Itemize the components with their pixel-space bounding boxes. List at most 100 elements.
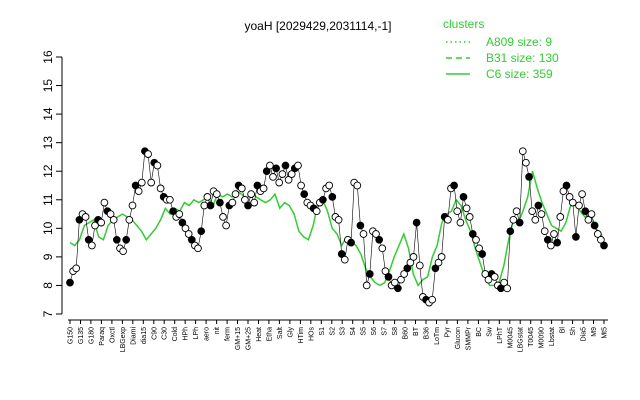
- data-point: [259, 184, 268, 193]
- data-point: [409, 253, 418, 261]
- data-point: [540, 227, 549, 236]
- point-connector: [419, 265, 424, 297]
- point-connector: [147, 154, 152, 183]
- data-point: [581, 207, 590, 216]
- data-point: [128, 201, 137, 210]
- chart-title: yoaH [2029429,2031114,-1]: [244, 19, 391, 33]
- x-tick-label: HPh: [183, 327, 190, 341]
- data-point: [122, 235, 131, 244]
- point-connector: [441, 216, 445, 257]
- data-point: [325, 181, 334, 190]
- data-point: [203, 193, 212, 201]
- x-tick-label: M9: [591, 327, 598, 337]
- legend-label: C6 size: 359: [486, 67, 553, 81]
- data-point: [106, 210, 115, 218]
- data-point: [88, 241, 96, 250]
- data-point: [378, 244, 387, 253]
- data-point: [222, 221, 230, 230]
- data-point: [144, 150, 152, 158]
- data-point: [437, 253, 446, 261]
- x-tick-label: Cold: [172, 327, 179, 342]
- point-connector: [141, 151, 146, 183]
- data-point: [178, 218, 187, 227]
- data-point: [375, 235, 384, 244]
- data-point: [400, 270, 408, 278]
- data-point: [81, 213, 90, 221]
- y-tick-label: 11: [41, 193, 55, 206]
- x-tick-label: S8: [392, 327, 399, 336]
- data-point: [534, 201, 543, 210]
- x-tick-label: Sw: [486, 326, 493, 337]
- data-point: [362, 281, 371, 290]
- x-tick-label: M0090: [539, 327, 546, 349]
- data-point: [241, 195, 249, 204]
- x-tick-label: Sh: [570, 327, 577, 336]
- legend-title: clusters: [443, 17, 484, 31]
- x-tick-label: Mt5: [602, 327, 609, 339]
- data-point: [194, 244, 202, 253]
- data-point: [262, 167, 271, 176]
- point-connector: [575, 205, 580, 237]
- point-connector: [431, 268, 436, 300]
- data-point: [247, 190, 255, 198]
- data-point: [547, 241, 555, 250]
- data-point: [359, 230, 368, 238]
- x-tick-label: BT: [413, 326, 420, 336]
- x-tick-label: Lbstat: [549, 327, 556, 346]
- data-point: [175, 210, 184, 218]
- data-point: [119, 247, 127, 256]
- data-point: [131, 181, 140, 190]
- y-tick-label: 12: [41, 164, 55, 178]
- point-connector: [416, 222, 421, 266]
- data-point: [522, 158, 530, 167]
- x-tick-label: S5: [361, 327, 368, 336]
- data-point: [300, 190, 309, 198]
- data-point: [97, 218, 106, 227]
- point-connector: [157, 165, 161, 189]
- y-tick-label: 8: [41, 282, 55, 289]
- data-point: [465, 213, 474, 221]
- x-tick-label: Gly: [287, 327, 294, 338]
- data-point: [406, 258, 415, 267]
- x-tick-label: S2: [329, 327, 336, 336]
- data-point: [478, 250, 487, 258]
- data-point: [294, 161, 302, 170]
- data-point: [287, 170, 296, 178]
- data-point: [472, 235, 480, 244]
- data-point: [197, 227, 206, 236]
- x-tick-label: C30: [162, 327, 169, 340]
- x-tick-label: LPh: [193, 327, 200, 340]
- point-connector: [382, 248, 386, 272]
- data-point: [575, 201, 583, 210]
- data-point: [500, 278, 508, 287]
- data-point: [347, 238, 355, 247]
- data-point: [593, 230, 602, 238]
- x-tick-label: GM+25: [246, 327, 253, 350]
- point-connector: [350, 182, 355, 243]
- x-tick-label: S6: [371, 327, 378, 336]
- data-point: [253, 181, 262, 190]
- x-tick-label: HTim: [298, 327, 305, 344]
- point-connector: [363, 233, 367, 286]
- x-tick-label: T0045: [528, 327, 535, 347]
- x-tick-label: GM+15: [235, 327, 242, 350]
- data-point: [137, 178, 146, 187]
- x-tick-label: G150: [68, 327, 75, 344]
- point-connector: [528, 176, 533, 212]
- data-point: [272, 164, 280, 173]
- x-tick-label: B60: [403, 327, 410, 340]
- data-point: [403, 264, 412, 273]
- data-point: [134, 187, 143, 196]
- data-point: [434, 258, 443, 267]
- data-point: [572, 233, 580, 241]
- data-point: [484, 275, 493, 284]
- x-tick-label: G180: [88, 327, 95, 344]
- data-point: [125, 215, 134, 224]
- data-point: [228, 198, 237, 207]
- data-point: [559, 187, 568, 196]
- data-point: [340, 255, 349, 264]
- data-point: [550, 230, 558, 238]
- x-tick-label: LPhT: [497, 326, 504, 343]
- data-point: [153, 161, 162, 170]
